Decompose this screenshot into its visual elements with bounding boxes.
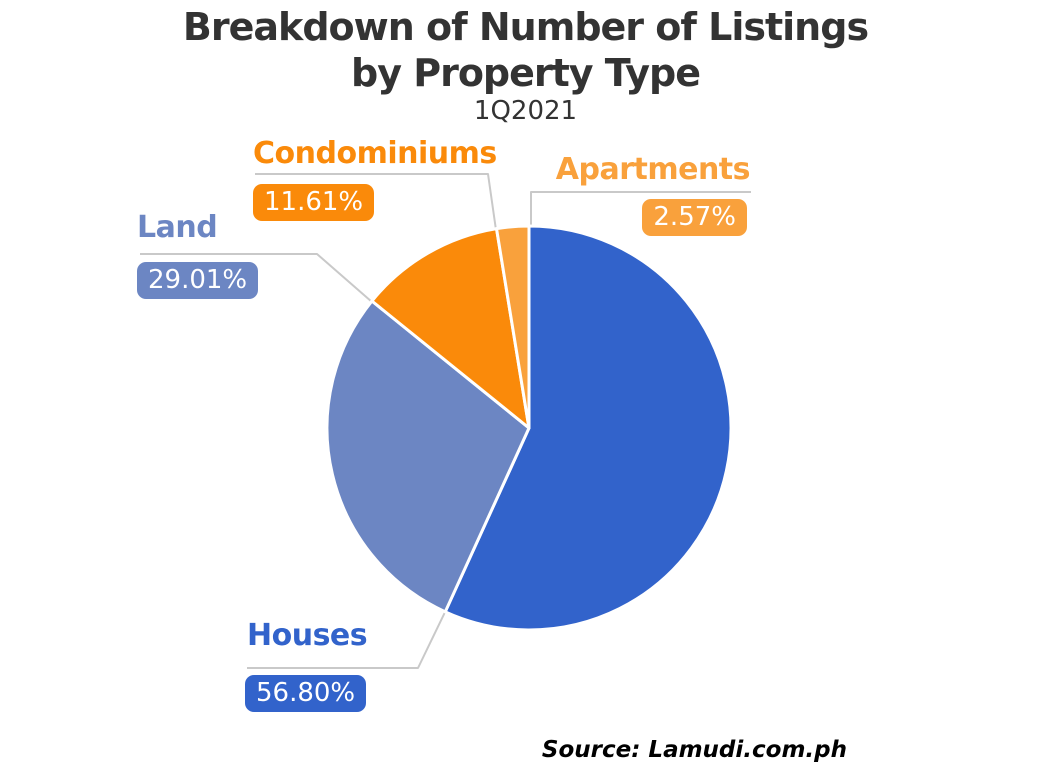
chart-title: Breakdown of Number of Listings by Prope… (0, 4, 1051, 96)
chart-title-line2: by Property Type (351, 51, 701, 95)
badge-houses: 56.80% (245, 675, 367, 712)
label-land: Land (137, 210, 218, 245)
pie-slices (325, 224, 733, 632)
leader-line-land (140, 253, 373, 303)
label-houses: Houses (247, 618, 368, 653)
source-credit: Source: Lamudi.com.ph (541, 737, 847, 763)
pie-slice-land (325, 299, 531, 614)
badge-apartments: 2.57% (642, 199, 747, 236)
pie-slice-condominiums (370, 227, 531, 430)
badge-land: 29.01% (137, 262, 259, 299)
pie-slice-apartments (495, 224, 531, 430)
leader-line-condominiums (255, 173, 497, 231)
leader-line-apartments (530, 191, 751, 227)
label-condominiums: Condominiums (253, 136, 497, 171)
pie-slice-houses (443, 224, 733, 632)
label-apartments: Apartments (555, 152, 751, 187)
chart-title-line1: Breakdown of Number of Listings (182, 5, 869, 49)
chart-subtitle: 1Q2021 (473, 96, 578, 126)
leader-line-houses (247, 607, 448, 669)
leader-lines (140, 173, 751, 669)
badge-condominiums: 11.61% (253, 184, 375, 221)
